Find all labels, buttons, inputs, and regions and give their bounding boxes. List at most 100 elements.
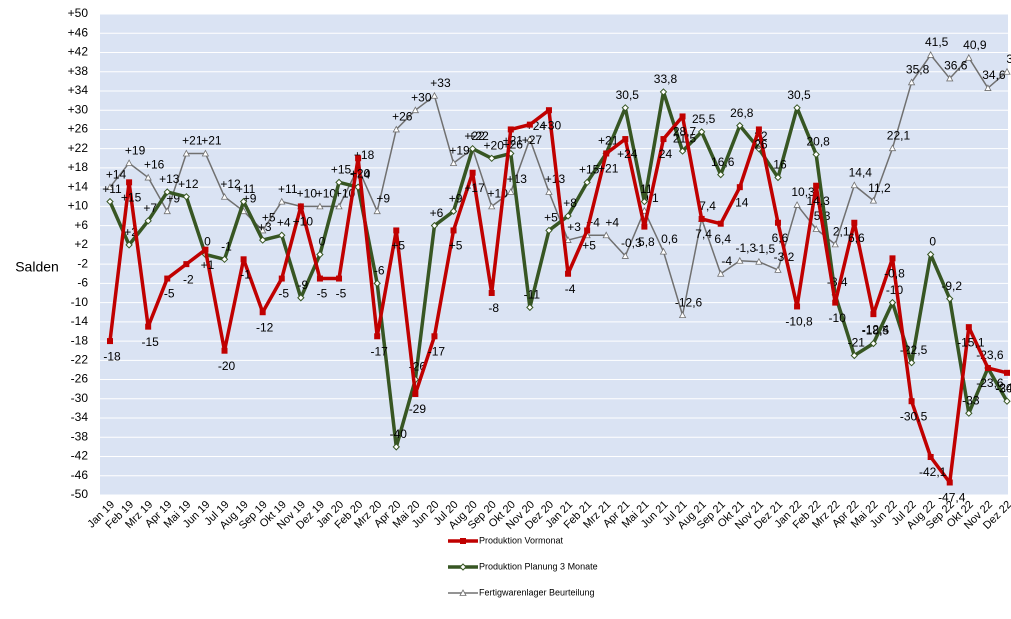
marker — [679, 113, 686, 120]
y-tick-label: +2 — [74, 237, 88, 251]
data-label: 33,8 — [654, 72, 678, 86]
marker — [965, 409, 973, 417]
data-label: +1 — [201, 258, 215, 272]
data-label: +27 — [522, 133, 543, 147]
data-label: -21 — [848, 336, 866, 350]
data-label: 41,5 — [925, 35, 949, 49]
y-tick-label: -46 — [71, 468, 89, 482]
y-tick-label: +26 — [68, 122, 89, 136]
y-tick-label: +10 — [68, 199, 89, 213]
data-label: +5 — [544, 211, 558, 225]
data-label: -15,1 — [957, 335, 985, 349]
marker — [239, 197, 248, 206]
y-tick-label: +50 — [68, 6, 89, 20]
marker — [946, 479, 953, 486]
data-label: -11 — [524, 288, 541, 302]
data-label: 11 — [640, 182, 653, 196]
marker — [106, 183, 114, 191]
marker — [526, 121, 533, 128]
marker — [946, 295, 954, 303]
y-tick-label: -42 — [71, 449, 89, 463]
marker — [736, 256, 744, 264]
marker — [926, 250, 935, 259]
data-label: 22,1 — [887, 128, 911, 142]
marker — [278, 231, 286, 239]
data-label: +13 — [507, 172, 528, 186]
y-tick-label: -22 — [71, 352, 89, 366]
data-label: 14,4 — [849, 165, 873, 179]
marker — [335, 202, 343, 210]
y-tick-label: -38 — [71, 429, 89, 443]
marker — [831, 240, 839, 248]
data-label: -9,2 — [941, 279, 962, 293]
data-label: +5 — [391, 239, 405, 253]
marker — [965, 324, 972, 331]
data-label: 14 — [735, 195, 749, 209]
data-label: -4 — [565, 282, 576, 296]
data-label: +22 — [464, 129, 485, 143]
marker — [240, 256, 247, 263]
data-label: +11 — [236, 182, 256, 196]
marker — [774, 266, 782, 273]
marker — [449, 159, 458, 167]
marker — [1003, 397, 1011, 405]
marker — [220, 255, 229, 264]
marker — [583, 178, 591, 187]
marker — [144, 217, 152, 225]
marker — [717, 220, 724, 227]
marker — [182, 149, 191, 157]
marker — [182, 193, 191, 201]
marker — [468, 144, 477, 153]
marker — [660, 136, 667, 143]
marker — [564, 236, 572, 243]
marker — [164, 275, 171, 282]
data-label: +26 — [503, 138, 524, 152]
data-label: 24 — [659, 147, 673, 161]
data-label: 6,6 — [848, 231, 865, 245]
y-tick-label: -30 — [71, 391, 89, 405]
y-tick-label: +38 — [68, 64, 89, 78]
data-label: +7 — [143, 201, 157, 215]
marker — [449, 207, 458, 215]
data-label: +19 — [125, 143, 146, 157]
data-label: +10 — [293, 215, 314, 229]
marker — [908, 398, 915, 405]
data-label: +11 — [278, 182, 298, 196]
data-label: 14,3 — [806, 194, 830, 208]
data-label: +17 — [464, 181, 485, 195]
series: -18 +15 -15 -5 -2 +1 -20 -1 -12 -5 +10 -5 -5 +20 -17 +5… — [103, 107, 1011, 505]
data-label: +14 — [106, 167, 127, 181]
data-label: -1,3 — [735, 241, 756, 255]
marker — [621, 104, 630, 112]
marker — [907, 78, 916, 86]
marker — [888, 144, 897, 152]
series-line — [108, 108, 1008, 485]
data-label: 7,4 — [695, 227, 712, 241]
data-label: -17 — [371, 344, 389, 358]
data-label: +3 — [258, 220, 272, 234]
data-label: +4 — [605, 215, 619, 229]
data-label: +30 — [541, 118, 562, 132]
marker — [450, 227, 457, 234]
marker — [850, 181, 858, 189]
marker — [393, 227, 400, 234]
marker — [392, 125, 400, 133]
data-label: -4 — [721, 254, 732, 268]
y-tick-label: -34 — [71, 410, 89, 424]
data-label: +9 — [376, 191, 390, 205]
data-label: 38 — [1006, 52, 1011, 66]
marker — [869, 196, 878, 204]
marker — [755, 126, 762, 133]
data-label: -30,5 — [995, 381, 1011, 395]
data-label: +20 — [350, 166, 371, 180]
marker — [507, 188, 515, 195]
marker — [851, 219, 858, 226]
data-label: 11,2 — [868, 181, 891, 195]
data-label: 0 — [204, 235, 211, 249]
data-label: -1 — [221, 239, 232, 253]
y-tick-label: -50 — [71, 487, 89, 501]
marker — [526, 303, 534, 312]
data-label: +5 — [262, 211, 276, 225]
y-tick-label: +18 — [68, 160, 89, 174]
data-label: +4 — [277, 215, 291, 229]
